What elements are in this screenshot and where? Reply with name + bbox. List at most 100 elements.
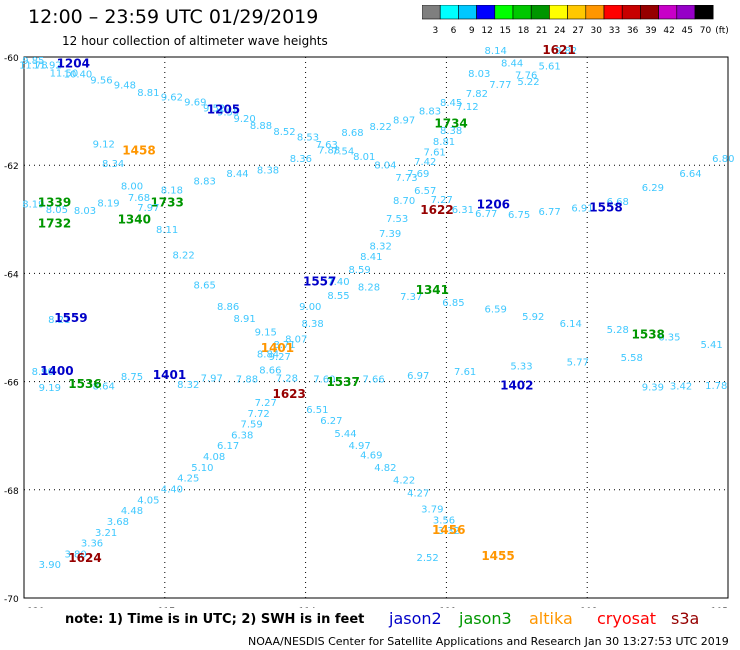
wave-height-value: 9.85 [22, 56, 44, 67]
wave-height-value: 4.05 [137, 495, 159, 506]
wave-height-value: 8.32 [177, 380, 199, 391]
time-stamp-label: 1733 [150, 195, 183, 209]
wave-height-value: 2.52 [416, 553, 438, 564]
wave-height-value: 3.80 [64, 549, 86, 560]
wave-height-value: 6.27 [320, 416, 342, 427]
wave-height-value: 8.22 [370, 122, 392, 133]
wave-height-value: 6.80 [712, 154, 734, 165]
wave-height-value: 8.32 [370, 242, 392, 253]
time-stamp-label: 1538 [632, 327, 665, 341]
time-stamp-label: 1339 [38, 195, 71, 209]
wave-height-value: 8.91 [233, 314, 255, 325]
satellite-label-s3a: s3a [671, 609, 700, 628]
wave-height-value: 6.77 [475, 209, 497, 220]
wave-height-value: 8.34 [102, 159, 124, 170]
wave-height-value: 4.25 [177, 474, 199, 485]
wave-height-value: 10.40 [64, 70, 93, 81]
wave-height-value: 8.97 [393, 116, 415, 127]
wave-height-value: 7.53 [386, 214, 408, 225]
footer-credit: NOAA/NESDIS Center for Satellite Applica… [248, 635, 729, 648]
legend-bin-label: 15 [500, 26, 511, 36]
wave-height-value: 5.77 [567, 357, 589, 368]
wave-height-value: 3.36 [81, 539, 103, 550]
color-scale-legend: 3 6 9 12 15 18 21 24 27 30 33 36 39 42 45 70 (ft) [422, 5, 729, 36]
wave-height-value: 9.55 [217, 107, 239, 118]
wave-height-value: 5.28 [607, 325, 629, 336]
wave-height-value: 8.04 [374, 160, 396, 171]
longitude-label: -108 [577, 607, 598, 608]
time-stamp-label: 1559 [54, 311, 87, 325]
time-stamp-label: 1734 [434, 116, 467, 130]
longitude-label: -111 [436, 607, 456, 608]
wave-height-value: 1.78 [705, 381, 727, 392]
wave-height-value: 8.52 [273, 127, 295, 138]
wave-height-value: 6.14 [560, 319, 582, 330]
wave-height-value: 8.81 [137, 88, 159, 99]
time-stamp-label: 1536 [68, 377, 101, 391]
wave-height-value: 9.27 [269, 352, 291, 363]
wave-height-value: 7.77 [489, 80, 511, 91]
wave-height-value: 8.07 [285, 335, 307, 346]
legend-bin-label: 42 [663, 26, 674, 36]
wave-height-value: 8.65 [194, 281, 216, 292]
wave-height-value: 8.71 [273, 340, 295, 351]
time-stamp-label: 1341 [416, 283, 449, 297]
wave-height-value: 9.52 [203, 104, 225, 115]
wave-height-value: 8.44 [501, 59, 523, 70]
wave-height-value: 7.82 [466, 89, 488, 100]
wave-height-value: 9.82 [555, 46, 577, 57]
wave-height-value: 9.20 [233, 114, 255, 125]
wave-height-value: 4.69 [360, 450, 382, 461]
time-stamp-label: 1402 [500, 379, 533, 393]
latitude-label: -60 [4, 54, 19, 64]
wave-height-value: 6.97 [407, 371, 429, 382]
wave-height-value: 7.73 [395, 173, 417, 184]
time-stamp-label: 1340 [118, 213, 151, 227]
time-stamp-label: 1456 [432, 523, 465, 537]
wave-height-value: 4.97 [348, 441, 370, 452]
legend-bin-label: 30 [591, 26, 603, 36]
wave-height-value: 8.45 [440, 98, 462, 109]
wave-height-value: 7.63 [316, 140, 338, 151]
map-title: 12:00 – 23:59 UTC 01/29/2019 [28, 6, 319, 28]
wave-height-value: 6.38 [231, 430, 253, 441]
wave-height-value: 8.03 [468, 69, 490, 80]
latitude-label: -64 [4, 270, 19, 280]
wave-height-value: 6.77 [539, 207, 561, 218]
wave-height-value: 8.90 [32, 367, 54, 378]
wave-height-value: 7.40 [327, 277, 349, 288]
wave-height-value: 8.86 [217, 302, 239, 313]
longitude-label: -105 [708, 607, 728, 608]
legend-bin-label: 33 [609, 26, 620, 36]
wave-height-value: 9.00 [299, 302, 321, 313]
wave-height-value: 8.41 [360, 252, 382, 263]
satellite-label-jason2: jason2 [389, 609, 442, 628]
wave-height-value: 11.78 [19, 60, 48, 71]
wave-height-value: 5.10 [191, 463, 213, 474]
wave-height-value: 8.64 [93, 382, 115, 393]
legend-bin-label: 36 [627, 26, 639, 36]
legend-bin-label: 70 [700, 26, 712, 36]
wave-height-map: -60 -62 -64 -66 -68 -70 -120 -117 -114 -111 -108 -1… [4, 43, 734, 608]
wave-height-value: 9.69 [184, 98, 206, 109]
wave-height-value: 6.17 [217, 441, 239, 452]
wave-height-value: 8.83 [419, 106, 441, 117]
wave-height-value: 8.53 [297, 132, 319, 143]
wave-height-value: 8.68 [341, 128, 363, 139]
time-stamp-label: 1205 [207, 102, 240, 116]
wave-height-value: 8.00 [121, 182, 143, 193]
wave-height-value: 6.57 [414, 186, 436, 197]
wave-height-value: 8.75 [121, 372, 143, 383]
wave-height-value: 7.54 [332, 146, 354, 157]
wave-height-value: 8.11 [156, 225, 178, 236]
wave-height-value: 7.59 [240, 420, 262, 431]
time-stamp-label: 1557 [303, 274, 336, 288]
wave-height-value: 8.59 [348, 265, 370, 276]
wave-height-value: 8.38 [440, 126, 462, 137]
wave-height-value: 8.83 [194, 177, 216, 188]
satellite-track-track-b: 8.19 8.05 8.038.19 7.688.188.838.44 8.388.36… [22, 61, 561, 230]
wave-height-value: 6.31 [452, 205, 474, 216]
legend-bin-label: 24 [554, 26, 566, 36]
wave-height-value: 7.12 [456, 102, 478, 113]
wave-height-value: 7.88 [318, 145, 340, 156]
